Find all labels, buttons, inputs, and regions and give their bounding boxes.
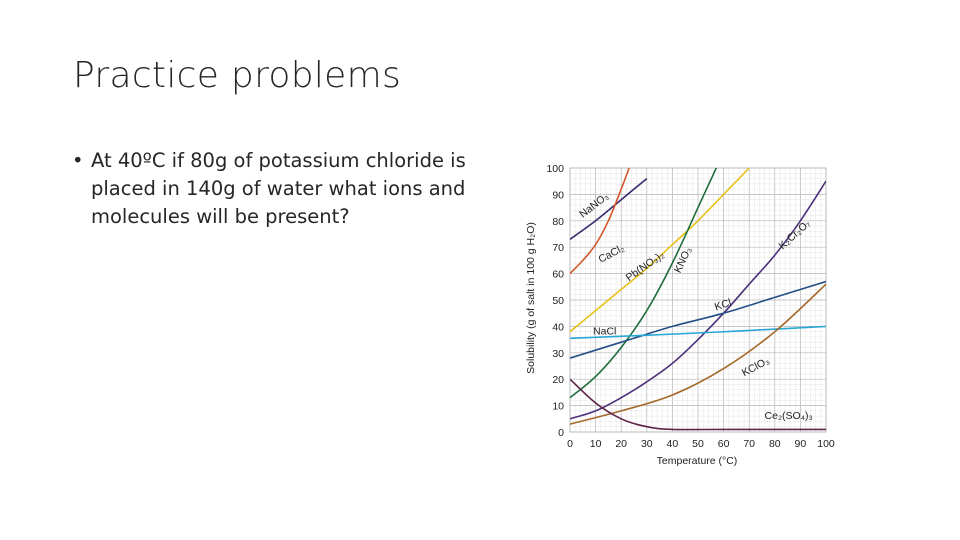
x-tick-label: 70 [743,438,755,450]
y-tick-label: 30 [552,348,564,360]
y-tick-label: 100 [546,163,564,175]
y-tick-label: 80 [552,216,564,228]
series-label: KCl [713,297,733,314]
x-tick-label: 0 [567,438,573,450]
series-line [570,177,648,240]
chart-series [570,168,826,431]
y-tick-label: 40 [552,321,564,333]
series-line [570,168,718,399]
y-tick-label: 60 [552,269,564,281]
slide-title: Practice problems [73,55,402,96]
y-axis-label: Solubility (g of salt in 100 g H₂O) [525,222,537,374]
x-tick-label: 50 [692,438,704,450]
y-tick-label: 10 [552,401,564,413]
x-tick-label: 10 [590,438,602,450]
y-tick-label: 90 [552,189,564,201]
y-tick-label: 70 [552,242,564,254]
x-tick-label: 100 [817,438,835,450]
series-line [570,378,826,431]
series-line [570,325,826,340]
chart-ticks: 0 10 20 30 40 50 60 70 80 90 100 0 10 20 30 40 50 60 70 80 9… [546,163,834,450]
bullet-text: At 40ºC if 80g of potassium chloride is … [91,149,466,228]
bullet-item: • At 40ºC if 80g of potassium chloride i… [72,147,512,231]
series-label: NaCl [593,325,616,337]
series-line [570,180,826,420]
x-tick-label: 30 [641,438,653,450]
x-tick-label: 60 [718,438,730,450]
y-tick-label: 0 [558,427,564,439]
y-tick-label: 50 [552,295,564,307]
x-tick-label: 20 [615,438,627,450]
bullet-dot-icon: • [72,149,84,172]
series-line [570,283,826,425]
y-tick-label: 20 [552,374,564,386]
x-tick-label: 80 [769,438,781,450]
x-tick-label: 90 [795,438,807,450]
series-line [570,168,750,333]
x-axis-label: Temperature (°C) [657,455,738,467]
series-label: Ce₂(SO₄)₃ [765,410,813,422]
x-tick-label: 40 [667,438,679,450]
series-line [570,280,826,359]
series-line [570,168,631,275]
solubility-chart: 0 10 20 30 40 50 60 70 80 90 100 0 10 20 30 40 50 60 70 80 9… [525,163,835,467]
